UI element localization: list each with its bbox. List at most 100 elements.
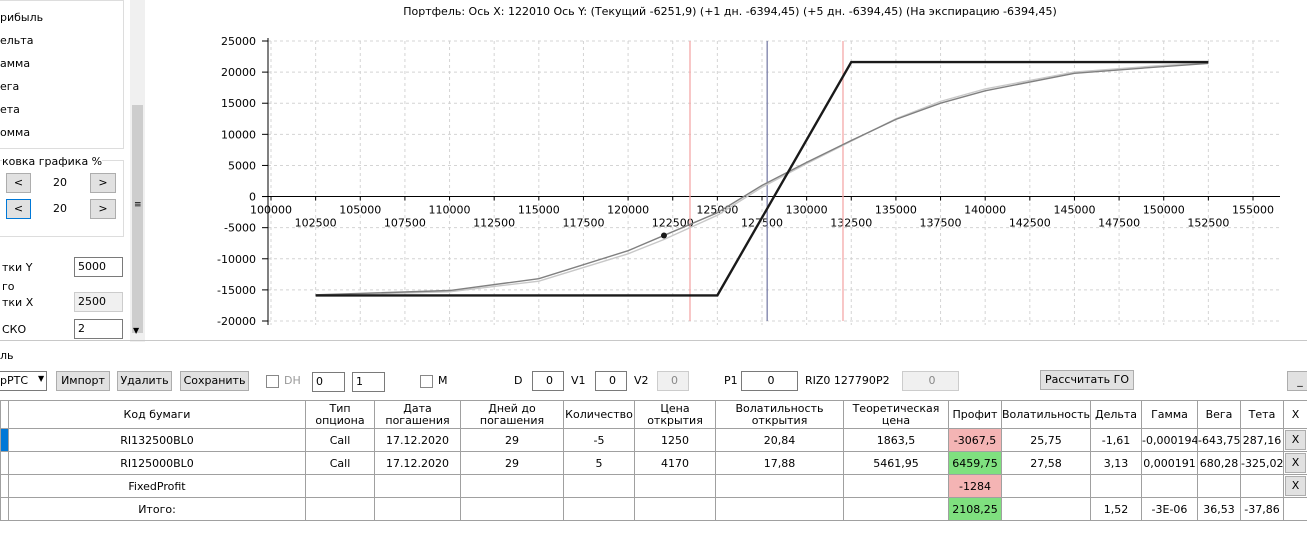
d-input[interactable]: 0 xyxy=(532,371,564,391)
cell xyxy=(1001,497,1091,521)
field-input[interactable]: 2 xyxy=(74,319,123,339)
table-row: Итого: 2108,25 1,52 -3E-06 36,53 -37,86 xyxy=(0,497,1307,521)
v2-label: V2 xyxy=(634,374,649,387)
x-tick-label: 115000 xyxy=(518,204,560,217)
cell: -5 xyxy=(563,428,635,452)
toolbar-button[interactable]: Удалить xyxy=(117,371,172,391)
cell xyxy=(715,497,844,521)
scroll-grip: ≡ xyxy=(134,200,142,210)
column-header: Тип опциона xyxy=(305,400,375,429)
field-input[interactable]: 2500 xyxy=(74,292,123,312)
m-checkbox[interactable] xyxy=(420,375,433,388)
table-row: RI132500BL0 Call 17.12.2020 29 -5 1250 20,84 18… xyxy=(0,428,1307,452)
field-label: го xyxy=(2,280,15,293)
calc-button[interactable]: Рассчитать ГО xyxy=(1040,370,1134,390)
cell xyxy=(563,497,635,521)
table-row: FixedProfit -1284 X xyxy=(0,474,1307,498)
p2-label: P2 xyxy=(876,374,890,387)
x-tick-label: 102500 xyxy=(295,217,337,230)
v1-input[interactable]: 0 xyxy=(595,371,627,391)
dh-label: DH xyxy=(284,374,301,387)
spin-input[interactable]: 1 xyxy=(352,372,385,392)
option-label: омма xyxy=(0,126,31,139)
cell xyxy=(1090,474,1142,498)
cell: 17.12.2020 xyxy=(374,428,461,452)
x-tick-label: 117500 xyxy=(562,217,604,230)
row-header xyxy=(0,451,9,475)
row-header xyxy=(0,400,9,429)
x-tick-label: 142500 xyxy=(1009,217,1051,230)
zoom-left-button[interactable]: < xyxy=(6,199,31,219)
toolbar-button[interactable]: Сохранить xyxy=(180,371,249,391)
option-label: ета xyxy=(0,103,20,116)
field-input[interactable]: 5000 xyxy=(74,257,123,277)
p2-input[interactable]: 0 xyxy=(902,371,959,391)
cell xyxy=(1001,474,1091,498)
cell xyxy=(1240,474,1284,498)
delete-cell xyxy=(1283,497,1307,521)
minimize-button[interactable]: _ xyxy=(1287,371,1307,391)
cell: 5461,95 xyxy=(843,451,949,475)
cell: 29 xyxy=(460,451,564,475)
column-header: Цена открытия xyxy=(634,400,716,429)
zoom-left-button[interactable]: < xyxy=(6,173,31,193)
cell: -643,75 xyxy=(1197,428,1241,452)
cell: 6459,75 xyxy=(948,451,1002,475)
cell xyxy=(715,474,844,498)
scroll-down[interactable]: ▼ xyxy=(133,326,140,335)
zoom-right-button[interactable]: > xyxy=(90,199,116,219)
y-tick-label: -20000 xyxy=(217,315,256,328)
x-tick-label: 122500 xyxy=(652,217,694,230)
x-tick-label: 140000 xyxy=(964,204,1006,217)
x-tick-label: 127500 xyxy=(741,217,783,230)
dh-checkbox[interactable] xyxy=(266,375,279,388)
cell: 1,52 xyxy=(1090,497,1142,521)
chart: Портфель: Ось X: 122010 Ось Y: (Текущий … xyxy=(217,5,1280,328)
m-label: M xyxy=(438,374,448,387)
p1-input[interactable]: 0 xyxy=(741,371,798,391)
delete-button[interactable]: X xyxy=(1285,430,1306,450)
delete-cell: X xyxy=(1283,474,1307,498)
y-tick-label: 25000 xyxy=(221,35,256,48)
option-label: ега xyxy=(0,80,20,93)
cell xyxy=(843,474,949,498)
cell: 20,84 xyxy=(715,428,844,452)
header-row: Код бумаги Тип опциона Дата погашения Дней … xyxy=(0,400,1307,429)
column-header: Дельта xyxy=(1090,400,1142,429)
y-tick-label: -10000 xyxy=(217,253,256,266)
delete-button[interactable]: X xyxy=(1285,453,1306,473)
scroll-thumb[interactable] xyxy=(132,105,143,333)
cell: 4170 xyxy=(634,451,716,475)
cell: 2108,25 xyxy=(948,497,1002,521)
cell xyxy=(305,497,375,521)
spin-input[interactable]: 0 xyxy=(312,372,345,392)
zoom-right-button[interactable]: > xyxy=(90,173,116,193)
delete-button[interactable]: X xyxy=(1285,476,1306,496)
column-header: Теоретическая цена xyxy=(843,400,949,429)
column-header: X xyxy=(1283,400,1307,429)
x-tick-label: 107500 xyxy=(384,217,426,230)
toolbar-button[interactable]: Импорт xyxy=(56,371,110,391)
delete-cell: X xyxy=(1283,451,1307,475)
dropdown[interactable]: рРТС xyxy=(0,371,47,391)
cell: 29 xyxy=(460,428,564,452)
column-header: Волатильность открытия xyxy=(715,400,844,429)
scrollbar[interactable]: ≡ ▼ xyxy=(130,0,145,342)
cell: 0,000191 xyxy=(1141,451,1198,475)
x-tick-label: 105000 xyxy=(339,204,381,217)
cell: Call xyxy=(305,451,375,475)
column-header: Профит xyxy=(948,400,1002,429)
cell xyxy=(1141,474,1198,498)
x-tick-label: 120000 xyxy=(607,204,649,217)
x-tick-label: 135000 xyxy=(875,204,917,217)
cell: 36,53 xyxy=(1197,497,1241,521)
v2-input[interactable]: 0 xyxy=(657,371,689,391)
cell: -1,61 xyxy=(1090,428,1142,452)
cell: 680,28 xyxy=(1197,451,1241,475)
v1-label: V1 xyxy=(571,374,586,387)
cell: Call xyxy=(305,428,375,452)
cell: 27,58 xyxy=(1001,451,1091,475)
y-tick-label: 10000 xyxy=(221,128,256,141)
x-tick-label: 100000 xyxy=(250,204,292,217)
x-tick-label: 150000 xyxy=(1143,204,1185,217)
